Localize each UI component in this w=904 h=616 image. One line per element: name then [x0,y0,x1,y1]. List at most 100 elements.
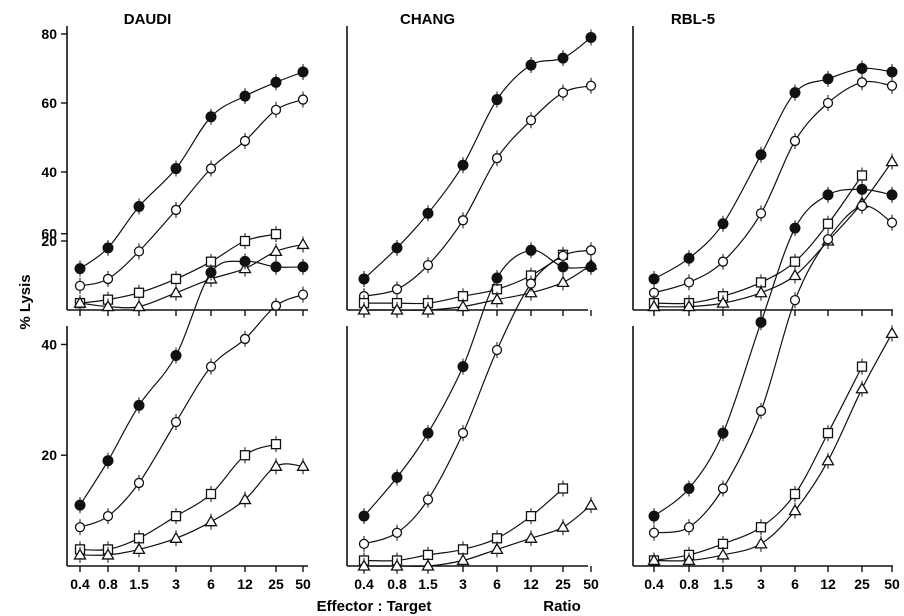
x-tick-label: 12 [523,576,539,592]
data-point-open-circle [717,256,729,267]
x-tick-label: 25 [555,576,571,592]
data-point-open-circle [133,246,145,257]
data-point-open-triangle [647,553,661,566]
data-point-filled-circle [525,244,537,256]
x-tick-label: 3 [757,576,765,592]
data-point-filled-circle [270,76,282,88]
data-point-open-triangle [754,285,768,298]
data-point-open-circle [102,511,114,522]
x-tick-label: 0.8 [387,576,407,592]
y-tick-label: 20 [41,233,57,249]
data-point-open-circle [557,250,569,261]
data-point-open-circle [648,527,660,538]
data-point-open-circle [557,87,569,98]
x-tick-label: 0.8 [98,576,118,592]
data-point-open-circle [422,494,434,505]
data-point-filled-circle [102,242,114,254]
data-point-open-triangle [490,292,504,305]
data-point-open-square [856,361,868,372]
data-point-open-circle [525,278,537,289]
x-tick-label: 0.8 [679,576,699,592]
data-point-filled-circle [717,218,729,230]
data-point-open-square [170,511,182,522]
data-point-filled-circle [856,63,868,74]
data-point-open-circle [239,333,251,345]
data-point-filled-circle [297,66,309,78]
data-point-open-triangle [821,453,835,466]
data-point-open-triangle [584,498,598,510]
data-point-open-square [205,488,217,500]
data-point-open-triangle [296,237,310,250]
y-tick-label: 40 [41,164,57,180]
data-point-open-triangle [73,548,87,560]
x-tick-label: 6 [207,576,215,592]
data-point-open-triangle [716,296,730,308]
data-point-open-circle [856,200,868,212]
data-point-filled-circle [422,427,434,439]
data-point-open-triangle [132,542,146,555]
data-point-open-triangle [885,326,899,339]
chart-panel: 0.4 0.8 1.5 3 6 12 25 50 [632,181,900,592]
data-point-filled-circle [683,482,695,494]
x-tick-label: 6 [493,576,501,592]
data-point-open-circle [358,538,370,549]
data-point-filled-circle [585,261,597,273]
data-point-filled-circle [391,242,403,254]
data-point-open-square [755,522,767,533]
data-point-open-triangle [101,299,115,312]
data-point-filled-circle [297,261,309,273]
data-point-open-triangle [357,559,371,571]
data-point-filled-circle [102,455,114,467]
x-tick-label: 12 [820,576,836,592]
data-point-open-circle [457,215,469,226]
data-point-open-triangle [296,459,310,471]
data-point-open-triangle [204,514,218,527]
data-point-open-square [789,256,801,267]
data-point-filled-circle [457,361,469,373]
y-tick-label: 20 [41,447,57,463]
data-point-open-triangle [269,244,283,257]
data-point-filled-circle [74,499,86,511]
x-tick-label: 0.4 [354,576,374,592]
data-point-open-triangle [682,553,696,566]
data-point-open-circle [585,245,597,256]
data-point-open-circle [422,259,434,271]
x-tick-label: 3 [459,576,467,592]
x-tick-label: 50 [583,576,599,592]
data-point-open-triangle [788,268,802,281]
data-point-open-triangle [490,542,504,555]
data-point-filled-circle [491,272,503,284]
data-point-open-square [525,511,537,522]
data-point-open-circle [133,477,145,489]
x-tick-label: 12 [237,576,253,592]
panel-title: RBL-5 [671,11,715,28]
data-point-open-circle [755,405,767,417]
data-point-open-circle [755,208,767,219]
data-point-filled-circle [422,207,434,219]
data-point-open-triangle [885,154,899,167]
chart-panel: DAUDI 20 40 60 80 [41,11,310,316]
data-point-open-circle [822,234,834,245]
data-point-open-triangle [788,503,802,516]
data-point-open-circle [297,289,309,300]
data-point-open-triangle [101,548,115,560]
data-point-open-triangle [556,275,570,288]
data-point-filled-circle [886,66,898,78]
data-point-filled-circle [205,111,217,123]
data-point-open-triangle [238,492,252,505]
data-point-open-triangle [456,299,470,312]
data-point-open-triangle [421,303,435,315]
x-tick-label: 1.5 [129,576,149,592]
data-point-open-square [557,483,569,494]
data-point-open-triangle [556,520,570,532]
data-point-open-circle [886,217,898,228]
data-point-open-circle [683,277,695,288]
series-line [653,67,893,280]
x-tick-label: 1.5 [713,576,733,592]
data-point-open-triangle [132,299,146,312]
series-line [79,294,304,528]
y-tick-label: 60 [41,226,57,242]
data-point-open-triangle [647,299,661,312]
y-tick-label: 40 [41,336,57,352]
